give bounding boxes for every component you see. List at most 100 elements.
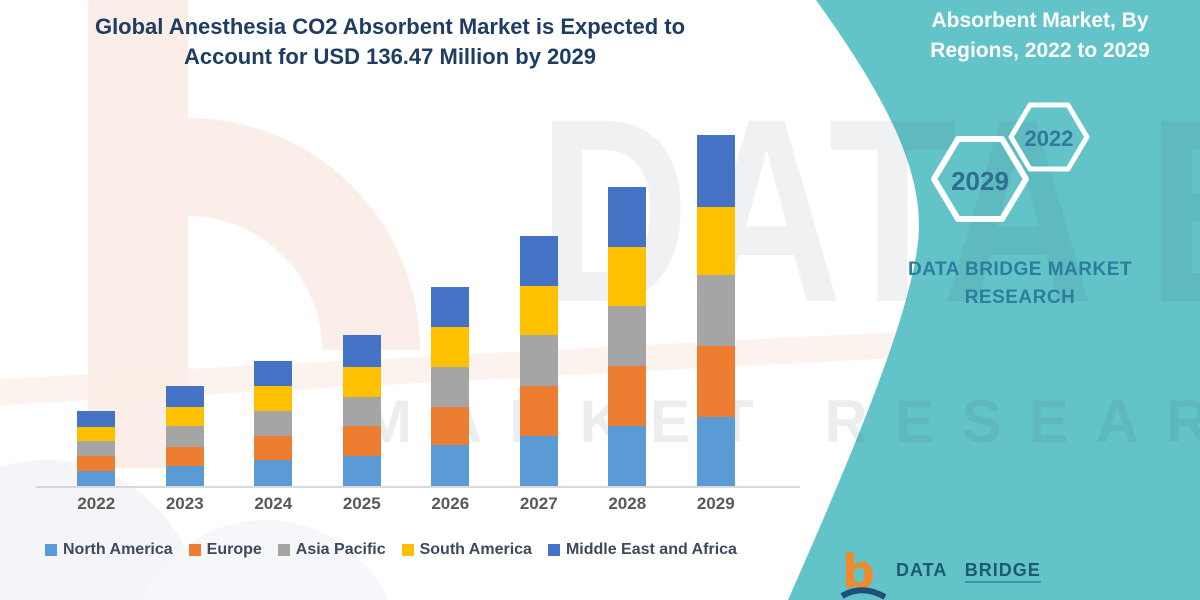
stacked-bar-2022 <box>77 411 116 487</box>
segment-south-america <box>519 285 558 336</box>
segment-north-america <box>608 426 647 487</box>
segment-asia-pacific <box>519 335 558 386</box>
segment-north-america <box>77 470 116 487</box>
chart-title: Global Anesthesia CO2 Absorbent Market i… <box>70 12 710 71</box>
stacked-bar-2027 <box>519 235 558 487</box>
footer-logo-swoosh <box>840 587 886 600</box>
panel-heading: Absorbent Market, By Regions, 2022 to 20… <box>890 6 1190 67</box>
segment-middle-east-and-africa <box>608 186 647 247</box>
bar-column-2028 <box>583 186 672 487</box>
x-axis-label-2023: 2023 <box>165 494 204 513</box>
legend-swatch-icon <box>188 544 201 556</box>
category-labels: 2022 2023 2024 2025 2026 2027 2028 2029 <box>52 494 760 514</box>
bars <box>52 0 760 487</box>
brand-name-line2: RESEARCH <box>964 286 1076 308</box>
segment-north-america <box>342 456 381 487</box>
segment-south-america <box>77 427 116 442</box>
legend-label: Asia Pacific <box>295 541 386 558</box>
bar-column-2022 <box>52 411 141 487</box>
x-axis-label-2028: 2028 <box>608 494 647 513</box>
segment-asia-pacific <box>342 397 381 427</box>
segment-europe <box>254 435 293 461</box>
segment-south-america <box>254 386 293 411</box>
bar-column-2026 <box>406 286 495 487</box>
stacked-bar-2029 <box>696 135 735 487</box>
corner-swoosh-circle <box>141 520 389 600</box>
watermark-market-research: MARKET RESEARCH <box>362 388 1200 455</box>
segment-middle-east-and-africa <box>254 361 293 387</box>
legend-label: Europe <box>206 541 262 558</box>
footer-logo-word1: DATA <box>896 560 947 580</box>
segment-north-america <box>165 465 204 487</box>
x-axis-label-2025: 2025 <box>342 494 381 513</box>
segment-north-america <box>431 445 470 487</box>
corner-swoosh-circle <box>0 460 200 600</box>
bar-column-2029 <box>672 135 761 487</box>
x-axis-label-2026: 2026 <box>431 494 470 513</box>
segment-europe <box>431 406 470 446</box>
segment-middle-east-and-africa <box>77 411 116 428</box>
legend: North America Europe Asia Pacific South Ame… <box>45 541 805 559</box>
bar-column-2027 <box>495 235 584 487</box>
brand-name: DATA BRIDGE MARKET RESEARCH <box>895 256 1145 311</box>
segment-north-america <box>696 417 735 487</box>
legend-item-asia-pacific: Asia Pacific <box>277 541 386 559</box>
bar-column-2023 <box>141 386 230 487</box>
bar-column-2024 <box>229 361 318 487</box>
x-axis-label-2027: 2027 <box>519 494 558 513</box>
chart-title-line2: Account for USD 136.47 Million by 2029 <box>183 43 596 69</box>
legend-item-europe: Europe <box>188 541 262 559</box>
segment-asia-pacific <box>77 441 116 457</box>
x-axis-label-2029: 2029 <box>696 494 735 513</box>
segment-asia-pacific <box>696 275 735 347</box>
segment-north-america <box>254 460 293 487</box>
panel-heading-line2: Regions, 2022 to 2029 <box>930 39 1150 63</box>
segment-middle-east-and-africa <box>519 235 558 286</box>
watermark-data-bridge: DATA BRIDGE <box>538 64 1200 357</box>
segment-asia-pacific <box>254 410 293 436</box>
stacked-bar-2025 <box>342 335 381 487</box>
x-axis-line <box>36 486 800 488</box>
footer-logo-word2: BRIDGE <box>964 560 1041 583</box>
hexagon-2029-year: 2029 <box>951 166 1009 196</box>
hexagon-2022-year: 2022 <box>1024 126 1074 151</box>
legend-item-north-america: North America <box>45 541 173 559</box>
segment-south-america <box>608 246 647 306</box>
segment-south-america <box>696 207 735 276</box>
legend-swatch-icon <box>277 544 290 556</box>
segment-asia-pacific <box>431 366 470 407</box>
brand-name-line1: DATA BRIDGE MARKET <box>908 259 1132 280</box>
segment-middle-east-and-africa <box>342 335 381 368</box>
x-axis-label-2022: 2022 <box>77 494 116 513</box>
legend-swatch-icon <box>547 544 560 556</box>
panel-heading-line1: Absorbent Market, By <box>931 9 1149 32</box>
segment-europe <box>77 456 116 471</box>
segment-middle-east-and-africa <box>431 286 470 328</box>
segment-south-america <box>431 327 470 367</box>
legend-label: South America <box>419 541 532 558</box>
legend-swatch-icon <box>45 544 57 556</box>
segment-europe <box>342 426 381 457</box>
bar-column-2025 <box>318 335 407 487</box>
segment-middle-east-and-africa <box>696 135 735 208</box>
segment-europe <box>608 366 647 427</box>
segment-asia-pacific <box>165 426 204 447</box>
legend-swatch-icon <box>401 544 414 556</box>
chart-title-line1: Global Anesthesia CO2 Absorbent Market i… <box>94 14 686 39</box>
hexagon-2022 <box>1008 102 1090 172</box>
stacked-bar-2024 <box>254 361 293 487</box>
stacked-bar-2028 <box>608 186 647 487</box>
segment-asia-pacific <box>608 305 647 367</box>
legend-item-south-america: South America <box>401 541 532 559</box>
segment-europe <box>519 385 558 436</box>
segment-europe <box>696 346 735 418</box>
segment-north-america <box>519 435 558 487</box>
x-axis-label-2024: 2024 <box>254 494 293 513</box>
segment-south-america <box>342 367 381 398</box>
footer-logo-b-icon: b <box>840 550 886 600</box>
footer-logo-wordmark: DATA BRIDGE <box>896 560 1041 583</box>
segment-south-america <box>165 407 204 427</box>
footer-logo: b DATA BRIDGE <box>840 550 1041 600</box>
